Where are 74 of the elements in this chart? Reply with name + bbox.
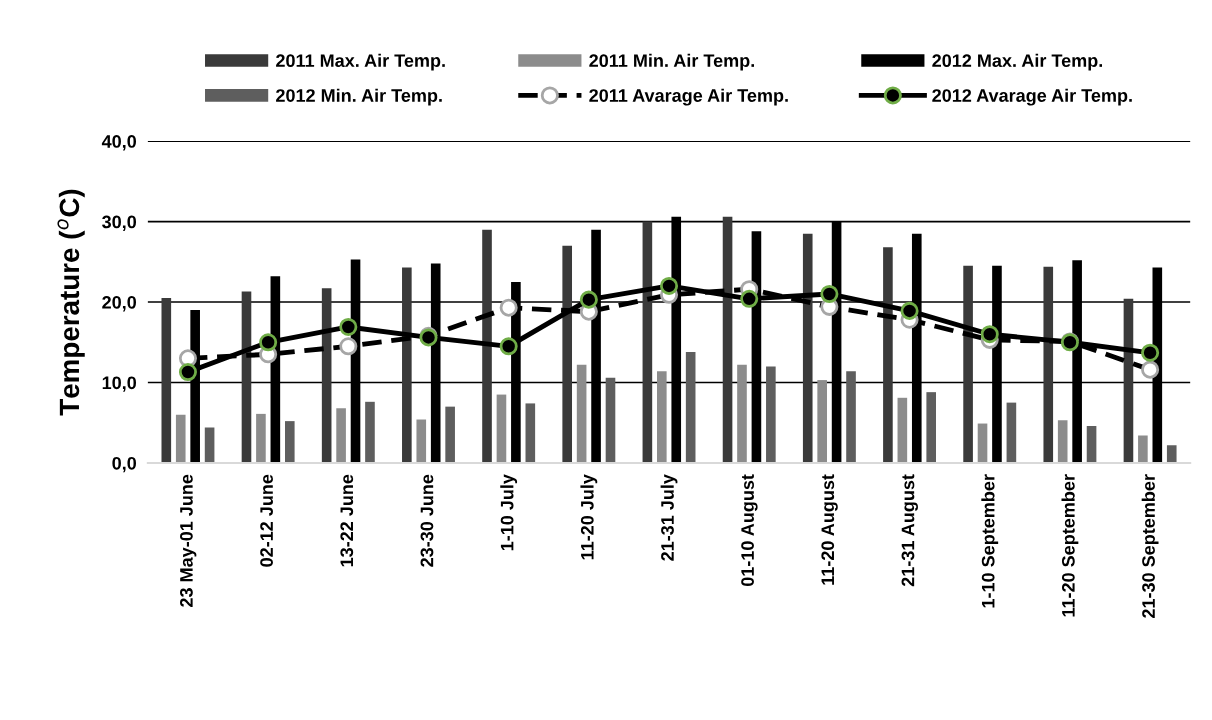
y-tick-label: 20,0 [102,295,137,312]
y-tick-label: 30,0 [102,215,137,231]
x-tick-label: 23-30 June [420,474,434,567]
bar [846,371,856,463]
x-tick-label: 1-10 July [500,474,518,551]
bar [605,377,616,463]
bar [416,419,427,463]
legend-label: 2011 Min. Air Temp. [589,53,754,71]
y-tick-label: 40,0 [101,135,137,151]
x-tick-label: 11-20 August [821,474,838,585]
x-tick-label: 11-20 July [580,474,598,560]
bar [883,247,893,463]
bar [525,403,536,463]
x-tick-label: 23 May-01 June [180,474,197,607]
point [259,333,278,352]
point [579,290,598,309]
legend-label: 2012 Avarage Air Temp. [932,88,1132,106]
bar [1006,402,1017,463]
bar [1123,298,1134,463]
x-tick-label: 11-20 September [1061,474,1079,617]
point [339,317,358,337]
bar [1138,435,1148,463]
y-tick-label: 0,0 [112,456,137,473]
bar [817,380,827,463]
bar [766,366,776,463]
x-tick-label: 1-10 September [981,474,999,608]
x-tick-label: 01-10 August [741,474,758,587]
point [740,289,759,308]
bar [1086,425,1097,463]
point [980,325,999,344]
point [659,276,679,295]
bar [204,427,215,463]
y-tick-label: 10,0 [102,376,137,392]
bar [161,298,172,463]
bar [737,364,747,463]
legend-label: 2011 Avarage Air Temp. [589,88,788,106]
bar [336,408,346,463]
bar [256,413,266,463]
bar [402,267,412,463]
point [178,363,197,382]
bar [365,401,375,463]
bar [642,221,653,463]
x-tick-label: 21-30 September [1141,474,1159,618]
bar [496,394,507,463]
bar [321,288,332,463]
bar [562,245,573,463]
bar [482,229,492,463]
bar [445,406,455,463]
x-tick-label: 13-22 June [340,474,354,567]
x-tick-label: 21-31 July [660,474,678,561]
bar [1166,445,1177,463]
legend-label: 2011 Max. Air Temp. [276,53,445,71]
bar [1043,266,1054,463]
bar [657,371,667,463]
legend-label: 2012 Max. Air Temp. [932,53,1103,71]
point [820,284,839,304]
bar [576,364,587,463]
bar [963,265,973,463]
point [1141,343,1160,362]
bar [685,351,696,463]
point [499,337,518,356]
bar [926,392,937,463]
bar [722,216,733,463]
bar [977,423,988,463]
y-axis-title: Temperature ($^{o}$C) [57,189,85,416]
bar [897,397,908,463]
bar [175,414,186,463]
legend-label: 2012 Min. Air Temp. [276,88,442,106]
bar [284,421,295,463]
bar [1057,420,1068,463]
point [900,301,919,320]
x-tick-label: 21-31 August [901,474,918,587]
x-tick-label: 02-12 June [260,474,273,567]
bar [802,233,813,463]
